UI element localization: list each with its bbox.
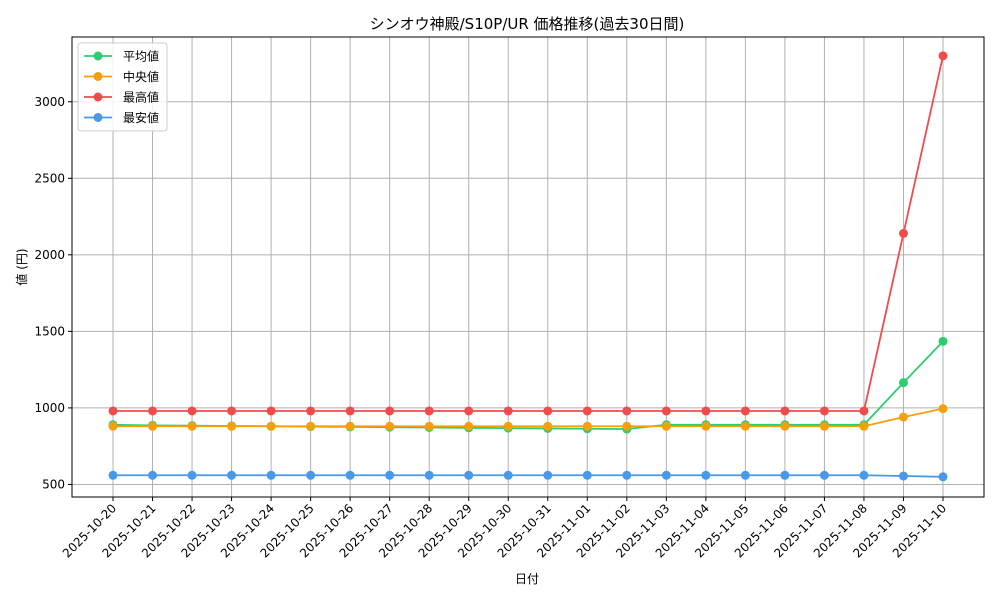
data-point — [582, 421, 592, 431]
data-point — [859, 406, 869, 416]
data-point — [819, 406, 829, 416]
data-point — [227, 421, 237, 431]
data-point — [859, 421, 869, 431]
data-point — [898, 228, 908, 238]
legend-swatch-marker — [93, 92, 103, 102]
data-point — [543, 421, 553, 431]
series-layer — [108, 51, 948, 482]
data-point — [622, 406, 632, 416]
data-point — [701, 421, 711, 431]
legend-label: 平均値 — [123, 49, 159, 64]
data-point — [938, 404, 948, 414]
legend-label: 最高値 — [123, 90, 159, 105]
series-line — [112, 340, 944, 430]
y-axis-label: 値 (円) — [14, 248, 29, 285]
data-point — [345, 470, 355, 480]
data-point — [938, 51, 948, 61]
data-point — [780, 421, 790, 431]
y-tick-label: 3000 — [34, 95, 65, 109]
series-line — [113, 55, 944, 412]
data-point — [464, 470, 474, 480]
legend-label: 中央値 — [123, 69, 159, 84]
data-point — [345, 406, 355, 416]
data-point — [424, 406, 434, 416]
data-point — [898, 378, 908, 388]
data-point — [187, 470, 197, 480]
data-point — [740, 406, 750, 416]
data-point — [464, 406, 474, 416]
data-point — [503, 470, 513, 480]
series-line — [113, 474, 944, 478]
data-point — [780, 406, 790, 416]
data-point — [266, 470, 276, 480]
y-tick-label: 2500 — [34, 171, 65, 185]
data-point — [582, 470, 592, 480]
data-point — [819, 470, 829, 480]
data-point — [464, 421, 474, 431]
data-point — [187, 421, 197, 431]
series-line — [113, 407, 944, 428]
y-tick-label: 2000 — [34, 248, 65, 262]
data-point — [701, 406, 711, 416]
data-point — [148, 470, 158, 480]
data-point — [108, 406, 118, 416]
data-point — [503, 406, 513, 416]
data-point — [938, 336, 948, 346]
data-point — [780, 470, 790, 480]
data-point — [306, 421, 316, 431]
data-point — [898, 471, 908, 481]
x-axis-label: 日付 — [515, 572, 539, 586]
data-point — [622, 470, 632, 480]
plot-area-frame — [71, 36, 985, 498]
data-point — [740, 470, 750, 480]
data-point — [108, 470, 118, 480]
data-point — [227, 470, 237, 480]
data-point — [306, 470, 316, 480]
data-point — [543, 470, 553, 480]
data-point — [701, 470, 711, 480]
data-point — [385, 470, 395, 480]
data-point — [306, 406, 316, 416]
data-point — [661, 406, 671, 416]
data-point — [148, 421, 158, 431]
data-point — [859, 470, 869, 480]
legend-label: 最安値 — [123, 110, 159, 125]
data-point — [622, 421, 632, 431]
chart-title: シンオウ神殿/S10P/UR 価格推移(過去30日間) — [370, 15, 685, 33]
legend-swatch-marker — [93, 51, 103, 61]
y-tick-label: 1500 — [34, 324, 65, 338]
data-point — [424, 421, 434, 431]
data-point — [385, 406, 395, 416]
data-point — [740, 421, 750, 431]
data-point — [661, 470, 671, 480]
y-axis: 500 1000 1500 2000 2500 3000 — [34, 95, 72, 491]
data-point — [582, 406, 592, 416]
data-point — [543, 406, 553, 416]
data-point — [266, 421, 276, 431]
y-tick-label: 500 — [42, 477, 65, 491]
data-point — [424, 470, 434, 480]
data-point — [938, 472, 948, 482]
data-point — [385, 421, 395, 431]
data-point — [187, 406, 197, 416]
data-point — [661, 421, 671, 431]
y-tick-label: 1000 — [34, 401, 65, 415]
data-point — [227, 406, 237, 416]
data-point — [266, 406, 276, 416]
data-point — [898, 412, 908, 422]
data-point — [345, 421, 355, 431]
data-point — [148, 406, 158, 416]
legend-swatch-marker — [93, 113, 103, 122]
data-point — [503, 421, 513, 431]
data-point — [108, 421, 118, 431]
x-axis: 2025-10-202025-10-212025-10-222025-10-23… — [60, 497, 949, 560]
legend-swatch-marker — [93, 72, 103, 81]
data-point — [819, 421, 829, 431]
legend-box — [77, 42, 168, 132]
